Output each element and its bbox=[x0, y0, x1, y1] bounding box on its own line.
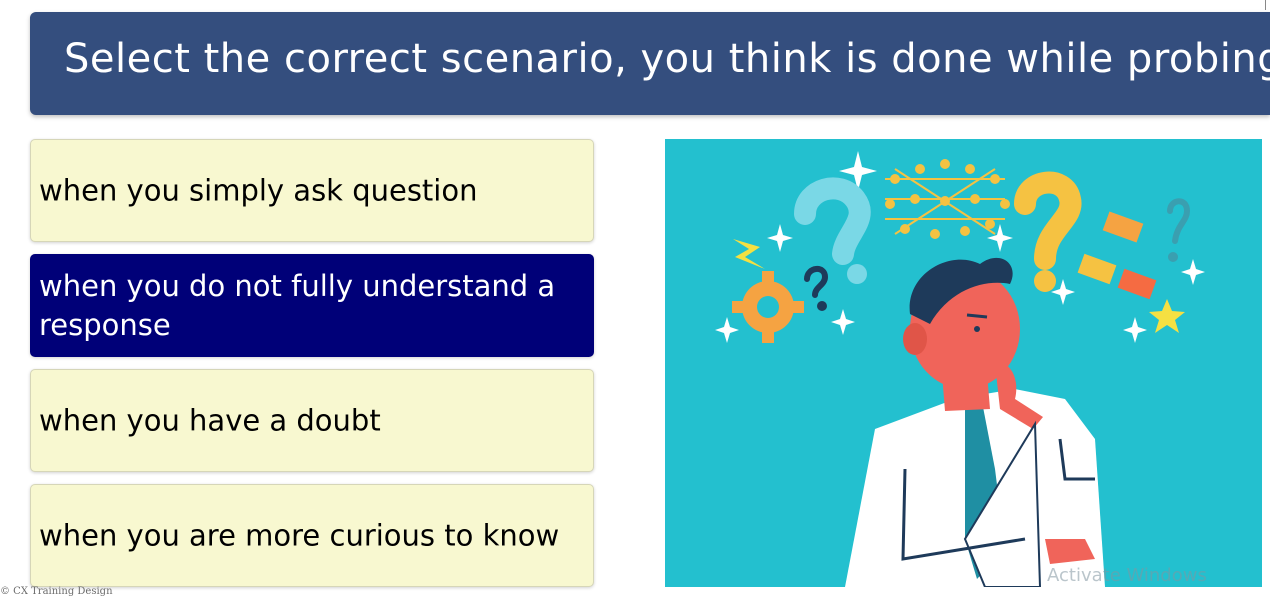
answer-option-label: when you simply ask question bbox=[39, 173, 478, 207]
answer-option-2[interactable]: when you do not fully understand a respo… bbox=[30, 254, 594, 357]
answer-option-1[interactable]: when you simply ask question bbox=[30, 139, 594, 242]
edge-marker bbox=[1265, 0, 1266, 10]
answer-option-4[interactable]: when you are more curious to know bbox=[30, 484, 594, 587]
answer-option-label: when you do not fully understand a respo… bbox=[39, 268, 556, 342]
activate-windows-watermark: Activate Windows bbox=[1047, 565, 1207, 586]
thinking-man-illustration bbox=[665, 139, 1262, 587]
answer-option-3[interactable]: when you have a doubt bbox=[30, 369, 594, 472]
copyright-text: © CX Training Design bbox=[0, 586, 113, 597]
answer-option-label: when you are more curious to know bbox=[39, 518, 560, 552]
question-title: Select the correct scenario, you think i… bbox=[64, 36, 1270, 82]
thinking-man-icon bbox=[715, 151, 1205, 587]
answer-option-label: when you have a doubt bbox=[39, 403, 381, 437]
question-title-bar: Select the correct scenario, you think i… bbox=[30, 12, 1270, 115]
